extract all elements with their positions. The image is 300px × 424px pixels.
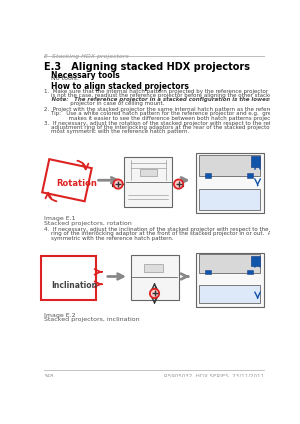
- Text: Note:   The reference projector in a stacked configuration is the lowest project: Note: The reference projector in a stack…: [44, 97, 300, 102]
- Bar: [200, 189, 260, 210]
- Text: symmetric with the reference hatch pattern.: symmetric with the reference hatch patte…: [44, 236, 173, 241]
- Text: is not the case, readjust the reference projector before aligning the other stac: is not the case, readjust the reference …: [44, 93, 300, 98]
- Text: adjustment ring of the interlocking adaptors at the rear of the stacked projecto: adjustment ring of the interlocking adap…: [44, 125, 300, 130]
- Text: Tip:   Use a white colored hatch pattern for the reference projector and e.g.  g: Tip: Use a white colored hatch pattern f…: [44, 112, 300, 116]
- Text: E  Stacking HDX projectors: E Stacking HDX projectors: [44, 54, 128, 59]
- Bar: [196, 253, 264, 307]
- Bar: [205, 270, 211, 274]
- Text: How to align stacked projectors: How to align stacked projectors: [52, 82, 189, 92]
- Circle shape: [174, 179, 183, 189]
- Text: 2.  Project with the stacked projector the same internal hatch pattern as the re: 2. Project with the stacked projector th…: [44, 107, 300, 112]
- Bar: [200, 254, 260, 273]
- Bar: [200, 155, 260, 176]
- Text: Stacked projectors, inclination: Stacked projectors, inclination: [44, 317, 139, 322]
- Bar: [41, 257, 96, 300]
- Bar: [247, 173, 253, 178]
- Bar: [200, 285, 260, 304]
- Text: Image E.1: Image E.1: [44, 216, 75, 221]
- Text: Stacked projectors, rotation: Stacked projectors, rotation: [44, 221, 131, 226]
- Text: E.3   Aligning stacked HDX projectors: E.3 Aligning stacked HDX projectors: [44, 61, 250, 72]
- Bar: [140, 169, 157, 176]
- Circle shape: [150, 289, 159, 298]
- Text: ring of the interlocking adaptor at the front of the stacked projector in or out: ring of the interlocking adaptor at the …: [44, 232, 300, 237]
- Text: Rotation: Rotation: [56, 179, 97, 188]
- Bar: [124, 157, 172, 207]
- Text: projector in case of ceiling mount.: projector in case of ceiling mount.: [44, 101, 164, 106]
- Bar: [196, 153, 264, 213]
- Bar: [130, 255, 178, 300]
- Bar: [205, 173, 211, 178]
- Text: 1.  Make sure that the internal hatch pattern projected by the reference project: 1. Make sure that the internal hatch pat…: [44, 89, 300, 94]
- Text: most symmetric with the reference hatch pattern.: most symmetric with the reference hatch …: [44, 129, 189, 134]
- Text: Inclination: Inclination: [52, 281, 98, 290]
- Text: 348: 348: [44, 374, 54, 379]
- Text: No tools.: No tools.: [52, 76, 79, 81]
- Bar: [251, 156, 260, 167]
- Circle shape: [113, 179, 123, 189]
- Bar: [247, 270, 253, 274]
- Text: 4.  If necessary, adjust the inclination of the stacked projector with respect t: 4. If necessary, adjust the inclination …: [44, 227, 300, 232]
- Text: Necessary tools: Necessary tools: [52, 71, 120, 80]
- Bar: [251, 256, 260, 266]
- Bar: [145, 264, 163, 272]
- Text: R5905032  HDX SERIES  23/11/2011: R5905032 HDX SERIES 23/11/2011: [164, 374, 264, 379]
- Text: Image E.2: Image E.2: [44, 312, 75, 318]
- Text: 3.  If necessary, adjust the rotation of the stacked projector with respect to t: 3. If necessary, adjust the rotation of …: [44, 121, 300, 126]
- Text: makes it easier to see the difference between both hatch patterns projected.: makes it easier to see the difference be…: [44, 116, 281, 120]
